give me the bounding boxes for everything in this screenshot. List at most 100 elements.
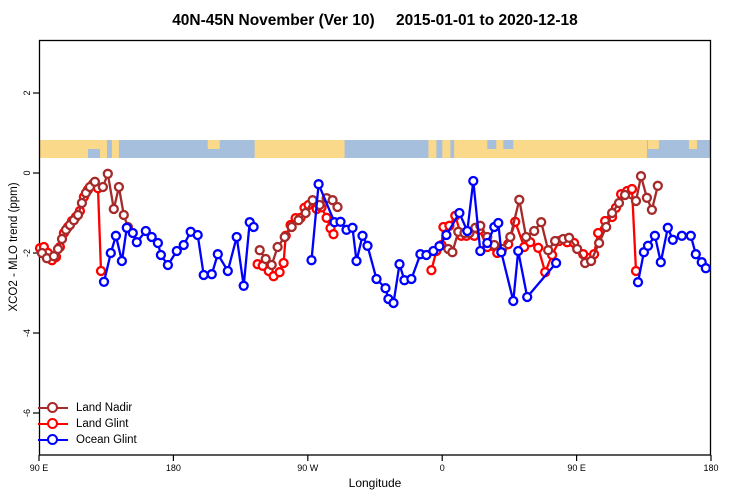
land-nadir-point — [52, 243, 64, 255]
ocean-glint-point — [371, 273, 382, 285]
land-nadir-point — [514, 194, 525, 205]
plot-box — [38, 39, 712, 456]
land-glint-point — [328, 229, 339, 240]
legend-item-land-nadir: Land Nadir — [38, 400, 137, 416]
data-series — [34, 168, 711, 309]
series-land-nadir — [36, 168, 663, 271]
ocean-glint-point — [685, 230, 696, 241]
ocean-glint-point — [667, 234, 678, 245]
map-band-land — [111, 140, 119, 158]
land-nadir-point — [529, 225, 540, 237]
legend: Land Nadir Land Glint Ocean Glint — [38, 400, 137, 448]
x-tick-label: 90 E — [30, 463, 49, 473]
land-nadir-point — [572, 243, 583, 255]
land-glint-point — [626, 183, 638, 195]
ocean-glint-point — [206, 269, 217, 280]
land-nadir-point — [118, 209, 129, 221]
x-tick-label: 180 — [703, 463, 718, 473]
ocean-glint-point — [178, 239, 189, 251]
ocean-glint-point — [162, 259, 174, 271]
x-tick-label: 180 — [166, 463, 181, 473]
legend-circle-marker-icon — [47, 401, 58, 413]
land-nadir-point — [613, 197, 625, 209]
land-nadir-point — [652, 180, 663, 191]
ocean-glint-point — [655, 257, 666, 268]
land-glint-point — [592, 227, 604, 239]
ocean-glint-point — [388, 297, 399, 309]
land-nadir-point — [505, 231, 516, 243]
x-axis-ticks: 90 E 180 90 W 0 90 E 180 — [30, 455, 719, 473]
map-band-land — [428, 140, 437, 158]
ocean-glint-point — [146, 231, 157, 243]
ocean-glint-point — [222, 265, 233, 277]
ocean-glint-point — [212, 249, 223, 260]
land-nadir-point — [520, 231, 532, 243]
map-band-ocean-spot — [87, 149, 100, 158]
land-nadir-point — [630, 195, 642, 207]
ocean-glint-point — [441, 229, 452, 241]
ocean-glint-point — [238, 280, 249, 291]
land-nadir-point — [646, 204, 658, 215]
ocean-glint-point — [140, 225, 151, 237]
legend-line-marker-icon — [38, 417, 68, 429]
land-nadir-point — [56, 233, 68, 245]
land-nadir-point — [536, 217, 547, 228]
legend-line-marker-icon — [38, 401, 68, 413]
ocean-glint-point — [690, 249, 701, 260]
y-tick-label: 0 — [22, 170, 32, 175]
y-tick-label: 2 — [22, 90, 32, 95]
series-ocean-glint — [98, 175, 711, 309]
ocean-glint-point — [351, 255, 362, 267]
land-nadir-point — [619, 189, 631, 201]
map-band-land-spot — [647, 140, 659, 149]
land-glint-point — [274, 267, 285, 278]
ocean-glint-point — [522, 291, 533, 303]
land-glint-point — [533, 242, 544, 253]
ocean-glint-point — [335, 216, 346, 227]
land-nadir-point — [332, 201, 343, 213]
land-nadir-point — [293, 215, 304, 226]
legend-label: Land Nadir — [76, 402, 133, 414]
land-nadir-point — [286, 221, 297, 233]
ocean-glint-point — [105, 247, 116, 259]
land-nadir-point — [543, 245, 554, 256]
chart-title-dates: 2015-01-01 to 2020-12-18 — [395, 12, 578, 29]
land-nadir-point — [606, 207, 618, 219]
ocean-glint-point — [700, 263, 711, 274]
ocean-glint-point — [313, 179, 324, 190]
ocean-glint-point — [110, 230, 122, 241]
x-tick-label: 0 — [440, 463, 445, 473]
land-nadir-point — [108, 203, 119, 215]
land-nadir-point — [635, 171, 647, 182]
map-band-ocean-spot — [487, 140, 497, 149]
land-glint-point — [95, 265, 107, 277]
ocean-glint-point — [362, 240, 373, 251]
land-nadir-point — [272, 241, 283, 253]
x-tick-label: 90 E — [567, 463, 586, 473]
ocean-glint-point — [347, 222, 358, 233]
land-nadir-point — [279, 231, 290, 243]
land-nadir-point — [300, 207, 311, 219]
ocean-glint-point — [248, 221, 259, 233]
ocean-glint-point — [171, 245, 182, 257]
ocean-glint-point — [642, 240, 654, 251]
legend-circle-marker-icon — [47, 433, 58, 445]
ocean-glint-point — [152, 237, 164, 249]
ocean-glint-point — [676, 230, 688, 241]
land-nadir-point — [563, 232, 575, 243]
land-nadir-point — [89, 176, 101, 187]
ocean-glint-point — [462, 225, 473, 237]
ocean-glint-point — [550, 257, 562, 269]
ocean-glint-point — [434, 241, 445, 252]
land-nadir-point — [327, 195, 338, 206]
ocean-glint-point — [198, 269, 209, 281]
ocean-glint-point — [649, 230, 661, 241]
map-band-land — [454, 140, 647, 158]
ocean-glint-point — [662, 222, 673, 233]
x-axis-label: Longitude — [348, 476, 402, 490]
chart-title: 40N-45N November (Ver 10) 2015-01-01 to … — [0, 12, 750, 30]
ocean-glint-point — [131, 237, 142, 248]
land-nadir-point — [266, 259, 277, 271]
y-tick-label: -6 — [22, 409, 32, 417]
x-tick-label: 90 W — [297, 463, 319, 473]
